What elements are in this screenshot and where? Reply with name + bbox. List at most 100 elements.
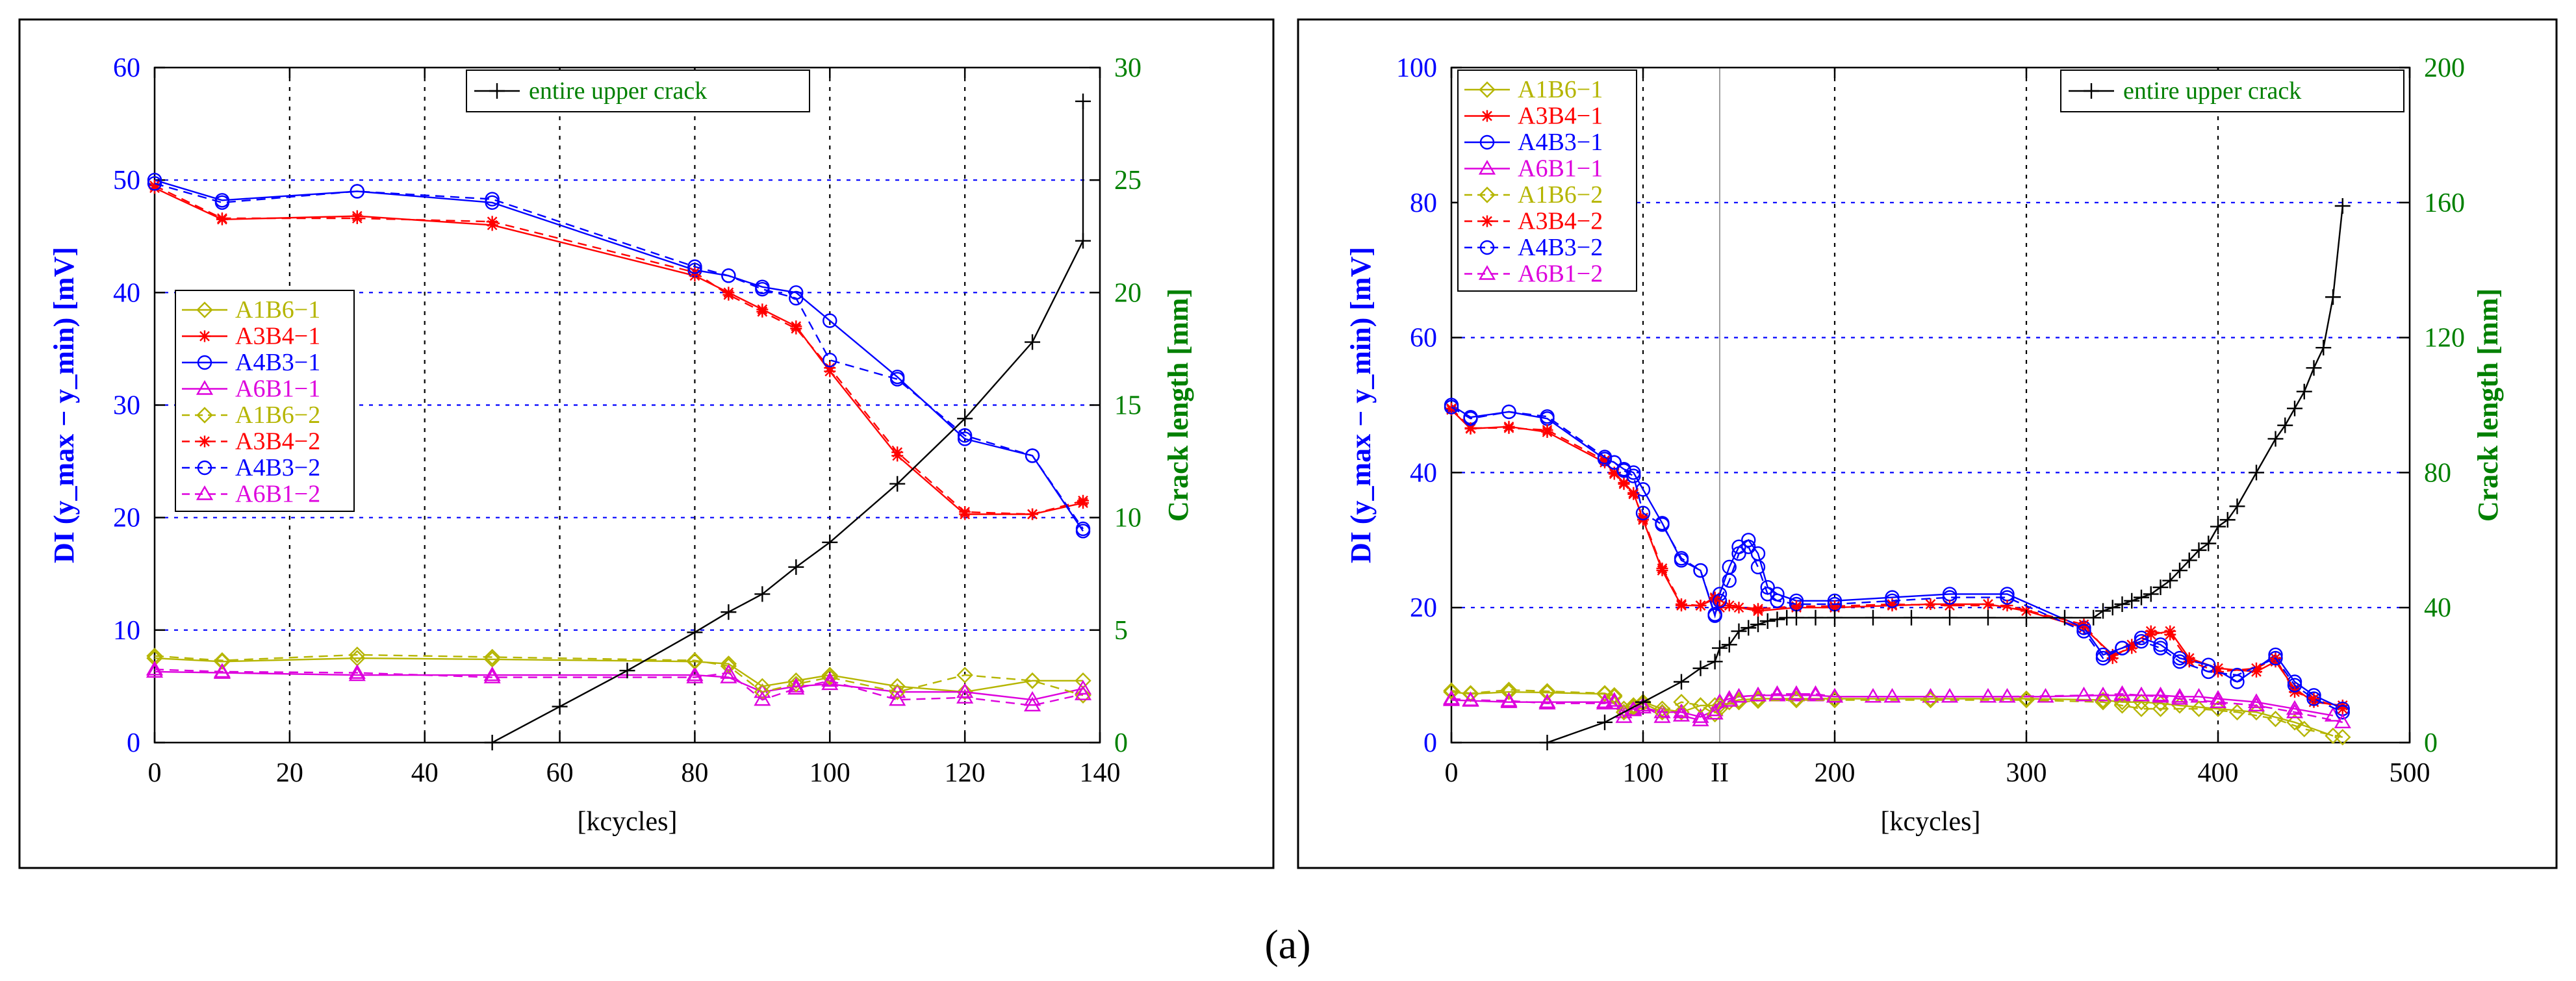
ytick-label-left: 0: [127, 728, 140, 758]
data-point-A1B6−2: [2095, 693, 2111, 711]
crack-point: [2334, 197, 2351, 214]
data-point-A4B3−2: [485, 192, 500, 207]
data-point-A3B4−2: [1656, 562, 1668, 574]
data-point-A4B3−2: [214, 195, 230, 210]
data-point-A1B6−2: [1922, 691, 1939, 709]
data-point-A4B3−1: [2134, 630, 2149, 646]
data-point-A1B6−2: [2190, 700, 2208, 717]
crack-point: [1789, 609, 1804, 626]
data-point-A4B3−2: [1770, 593, 1785, 609]
data-point-A1B6−2: [1500, 682, 1518, 698]
legend-marker: [197, 460, 212, 476]
ytick-label-left: 50: [113, 166, 140, 196]
crack-point: [2172, 563, 2187, 579]
data-point-A6B1−1: [1692, 708, 1709, 723]
data-point-A1B6−2: [1750, 692, 1766, 709]
crack-point: [2325, 289, 2341, 305]
crack-point: [2134, 589, 2149, 605]
xtick-label: 0: [1445, 758, 1459, 788]
data-point-A6B1−2: [2286, 703, 2304, 719]
y-axis-label-left: DI (y_max − y_min) [mV]: [48, 247, 80, 563]
data-point-A3B4−2: [1829, 600, 1841, 613]
data-point-A4B3−2: [2201, 664, 2216, 680]
crack-point: [2249, 465, 2264, 481]
data-point-A3B4−2: [1464, 422, 1477, 434]
crack-point: [2229, 498, 2245, 515]
data-point-A3B4−2: [2251, 662, 2262, 674]
data-point-A6B1−2: [1023, 696, 1041, 712]
data-point-A4B3−2: [2153, 641, 2168, 656]
legend-crack-label: entire upper crack: [2123, 77, 2301, 105]
data-point-A6B1−2: [2209, 693, 2227, 708]
data-point-A6B1−2: [1998, 687, 2016, 703]
data-point-A4B3−2: [2306, 691, 2321, 706]
ytick-label-left: 0: [1423, 728, 1437, 758]
ytick-label-left: 40: [113, 278, 140, 308]
data-point-A4B3−2: [1693, 563, 1708, 578]
y-axis-label-right: Crack length [mm]: [2472, 288, 2504, 522]
ytick-label-left: 60: [1410, 324, 1437, 353]
legend-crack-marker: [489, 83, 505, 99]
legend-label: A3B4−2: [1518, 208, 1603, 235]
data-point-A6B1−2: [1807, 685, 1824, 700]
xtick-label: 140: [1080, 758, 1121, 788]
crack-point: [2095, 603, 2111, 619]
data-point-A4B3−2: [957, 428, 973, 443]
ytick-label-right: 120: [2424, 324, 2465, 353]
data-point-A1B6−1: [1673, 704, 1690, 720]
legend-marker: [199, 435, 210, 448]
data-point-A3B4−2: [891, 446, 904, 459]
data-point-A1B6−1: [2286, 714, 2303, 731]
data-point-A4B3−2: [1760, 587, 1775, 602]
crack-point: [1750, 617, 1766, 633]
legend-crack-marker: [2084, 83, 2099, 99]
data-point-A6B1−1: [2286, 700, 2304, 715]
data-point-A4B3−2: [1635, 505, 1651, 520]
legend-label: A4B3−1: [235, 349, 320, 376]
data-point-A1B6−2: [2228, 704, 2246, 720]
data-point-A6B1−1: [2247, 693, 2265, 708]
xtick-label: 100: [1623, 758, 1664, 788]
crack-point: [788, 559, 804, 575]
data-point-A4B3−2: [1463, 411, 1478, 426]
legend-marker: [1479, 186, 1496, 203]
data-point-A6B1−1: [2171, 687, 2189, 703]
data-point-A1B6−1: [2248, 704, 2265, 720]
data-point-A3B4−1: [1924, 598, 1937, 611]
data-point-A6B1−2: [1442, 690, 1460, 705]
crack-point: [1025, 334, 1041, 350]
xtick-label: 60: [546, 758, 574, 788]
data-point-A4B3−1: [823, 313, 837, 328]
data-point-A6B1−2: [1768, 685, 1786, 700]
data-point-A6B1−2: [1787, 685, 1805, 700]
legend-crack-label: entire upper crack: [529, 77, 707, 105]
data-point-A3B4−2: [2183, 656, 2195, 668]
data-point-A1B6−2: [349, 646, 366, 663]
data-point-A1B6−1: [214, 653, 231, 670]
legend-label: A1B6−2: [1518, 181, 1603, 209]
xtick-label: 400: [2198, 758, 2239, 788]
data-point-A3B4−2: [1886, 598, 1898, 611]
data-point-A1B6−1: [2210, 700, 2226, 717]
series-line-A4B3−2: [1451, 406, 2343, 713]
data-point-A6B1−2: [2247, 696, 2265, 712]
data-point-A1B6−1: [1625, 697, 1642, 714]
data-point-A1B6−2: [483, 648, 501, 666]
data-point-A1B6−2: [686, 652, 704, 669]
crack-point: [1827, 609, 1843, 626]
crack-point: [2085, 609, 2102, 626]
data-point-A4B3−2: [1655, 517, 1670, 532]
data-point-A4B3−2: [1025, 448, 1040, 463]
data-point-A3B4−2: [1627, 488, 1640, 500]
data-point-A1B6−1: [2171, 697, 2188, 714]
ytick-label-left: 10: [113, 616, 140, 646]
data-point-A4B3−2: [1075, 521, 1091, 537]
legend-label: A1B6−1: [235, 296, 320, 324]
ytick-label-left: 20: [1410, 593, 1437, 623]
crack-point: [2200, 535, 2217, 552]
data-point-A4B3−2: [2076, 624, 2091, 639]
xtick-label-ii: II: [1711, 758, 1729, 788]
data-point-A3B4−2: [1676, 598, 1687, 611]
data-point-A6B1−2: [754, 691, 771, 706]
data-point-A3B4−2: [2336, 703, 2349, 715]
